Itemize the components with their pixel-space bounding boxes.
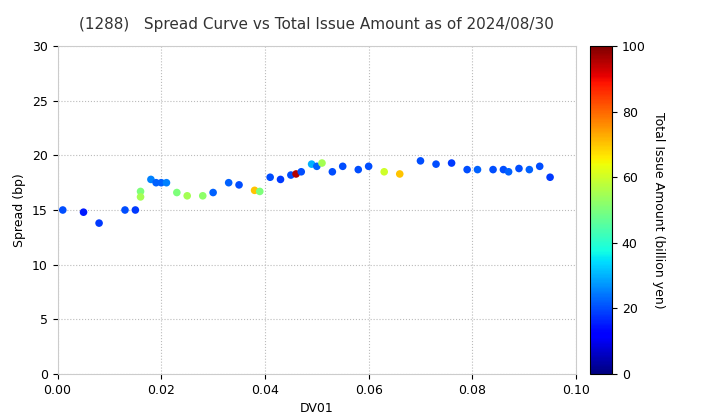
Point <box>78 209 89 215</box>
Point <box>275 176 287 183</box>
X-axis label: DV01: DV01 <box>300 402 333 415</box>
Point <box>135 188 146 195</box>
Point <box>57 207 68 213</box>
Point <box>249 187 261 194</box>
Point <box>295 168 307 175</box>
Text: (1288)   Spread Curve vs Total Issue Amount as of 2024/08/30: (1288) Spread Curve vs Total Issue Amoun… <box>79 17 554 32</box>
Point <box>487 166 499 173</box>
Y-axis label: Spread (bp): Spread (bp) <box>14 173 27 247</box>
Point <box>233 181 245 188</box>
Point <box>264 174 276 181</box>
Point <box>394 171 405 177</box>
Point <box>353 166 364 173</box>
Point <box>415 158 426 164</box>
Point <box>544 174 556 181</box>
Point <box>363 163 374 170</box>
Point <box>446 160 457 166</box>
Point <box>534 163 546 170</box>
Point <box>207 189 219 196</box>
Y-axis label: Total Issue Amount (billion yen): Total Issue Amount (billion yen) <box>652 112 665 308</box>
Point <box>337 163 348 170</box>
Point <box>150 179 162 186</box>
Point <box>523 166 535 173</box>
Point <box>306 161 318 168</box>
Point <box>181 192 193 199</box>
Point <box>513 165 525 172</box>
Point <box>472 166 483 173</box>
Point <box>145 176 157 183</box>
Point <box>316 160 328 166</box>
Point <box>462 166 473 173</box>
Point <box>171 189 183 196</box>
Point <box>254 188 266 195</box>
Point <box>311 163 323 170</box>
Point <box>498 166 509 173</box>
Point <box>431 161 442 168</box>
Point <box>290 171 302 177</box>
Point <box>94 220 105 226</box>
Point <box>120 207 131 213</box>
Point <box>130 207 141 213</box>
Point <box>503 168 514 175</box>
Point <box>327 168 338 175</box>
Point <box>161 179 172 186</box>
Point <box>379 168 390 175</box>
Point <box>223 179 235 186</box>
Point <box>156 179 167 186</box>
Point <box>135 194 146 200</box>
Point <box>285 172 297 178</box>
Point <box>197 192 209 199</box>
